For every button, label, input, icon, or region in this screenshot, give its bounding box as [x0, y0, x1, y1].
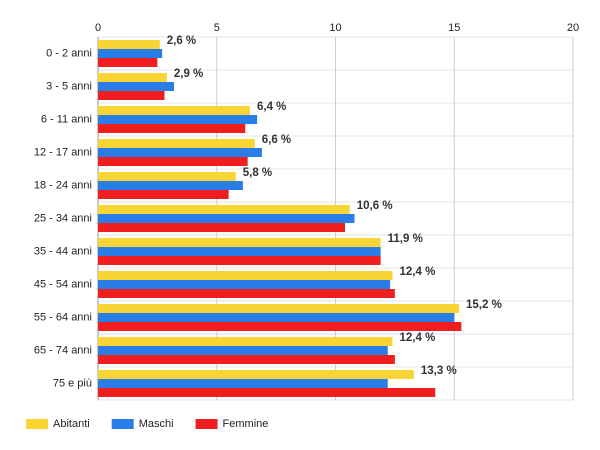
y-tick-label: 35 - 44 anni [34, 245, 92, 257]
bar [98, 256, 381, 265]
bar [98, 214, 355, 223]
x-tick-label: 10 [329, 22, 341, 34]
legend-swatch [111, 419, 134, 429]
bar [98, 337, 393, 346]
value-label: 10,6 % [357, 200, 393, 212]
value-label: 12,4 % [400, 266, 436, 278]
legend-label: Maschi [139, 418, 174, 430]
value-label: 2,6 % [167, 35, 196, 47]
value-label: 2,9 % [174, 68, 203, 80]
x-tick-label: 20 [567, 22, 579, 34]
bar [98, 157, 248, 166]
bar [98, 124, 246, 133]
y-tick-label: 18 - 24 anni [34, 179, 92, 191]
bar [98, 40, 160, 49]
y-tick-label: 55 - 64 anni [34, 311, 92, 323]
x-tick-label: 15 [448, 22, 460, 34]
bar [98, 106, 250, 115]
bar [98, 190, 229, 199]
value-label: 15,2 % [466, 299, 502, 311]
bar [98, 346, 388, 355]
bar [98, 247, 381, 256]
bar [98, 238, 381, 247]
bar [98, 73, 167, 82]
y-tick-label: 25 - 34 anni [34, 212, 92, 224]
y-tick-label: 0 - 2 anni [46, 47, 92, 59]
legend-swatch [26, 419, 48, 429]
bar [98, 139, 255, 148]
bar [98, 289, 395, 298]
value-label: 6,6 % [262, 134, 291, 146]
bar [98, 49, 163, 58]
value-label: 5,8 % [243, 167, 272, 179]
bar [98, 355, 395, 364]
bar [98, 205, 350, 214]
bar [98, 115, 258, 124]
bar [98, 280, 391, 289]
y-tick-label: 3 - 5 anni [46, 80, 92, 92]
bar [98, 379, 388, 388]
bar [98, 181, 243, 190]
bar [98, 223, 345, 232]
x-tick-label: 0 [95, 22, 101, 34]
value-label: 11,9 % [388, 233, 423, 245]
bar [98, 91, 165, 100]
value-label: 12,4 % [400, 332, 436, 344]
y-tick-label: 75 e più [53, 377, 92, 389]
y-tick-label: 45 - 54 anni [34, 278, 92, 290]
value-label: 6,4 % [257, 101, 286, 113]
bar [98, 388, 436, 397]
y-tick-label: 6 - 11 anni [41, 113, 92, 125]
bar [98, 313, 455, 322]
legend-label: Femmine [223, 418, 269, 430]
legend-label: Abitanti [53, 418, 90, 430]
value-label: 13,3 % [421, 365, 457, 377]
bar [98, 148, 262, 157]
y-tick-label: 65 - 74 anni [34, 344, 92, 356]
bar [98, 370, 414, 379]
x-tick-label: 5 [214, 22, 220, 34]
bar [98, 304, 459, 313]
bar [98, 271, 393, 280]
bar [98, 82, 174, 91]
bar [98, 58, 158, 67]
bar [98, 322, 462, 331]
legend-swatch [195, 419, 218, 429]
bar [98, 172, 236, 181]
y-tick-label: 12 - 17 anni [34, 146, 92, 158]
